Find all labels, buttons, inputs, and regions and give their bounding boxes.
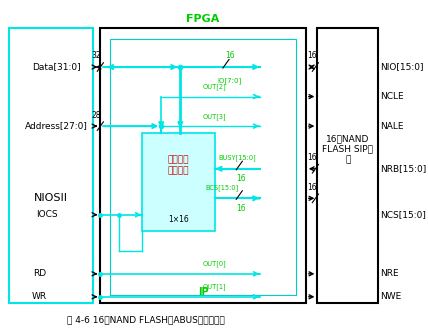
Text: IOCS: IOCS: [36, 210, 58, 219]
Text: BCS[15:0]: BCS[15:0]: [205, 184, 239, 191]
Text: 16: 16: [307, 154, 316, 163]
Text: NIO[15:0]: NIO[15:0]: [380, 63, 424, 71]
Text: 32: 32: [92, 51, 101, 60]
Text: NRE: NRE: [380, 269, 399, 278]
Text: RD: RD: [33, 269, 46, 278]
Text: Address[27:0]: Address[27:0]: [25, 121, 88, 131]
Text: 16: 16: [236, 174, 246, 183]
Text: 1×16: 1×16: [168, 215, 189, 224]
Text: OUT[1]: OUT[1]: [203, 284, 226, 290]
Text: 16: 16: [225, 51, 235, 60]
Text: NRB[15:0]: NRB[15:0]: [380, 164, 426, 173]
Text: 16: 16: [307, 51, 316, 60]
Text: OUT[2]: OUT[2]: [203, 83, 226, 90]
Text: NWE: NWE: [380, 292, 401, 301]
Text: NCS[15:0]: NCS[15:0]: [380, 210, 426, 219]
Text: IP: IP: [198, 287, 208, 297]
Text: 16位NAND
FLASH SIP模
块: 16位NAND FLASH SIP模 块: [322, 134, 373, 164]
Text: IO[7:0]: IO[7:0]: [218, 77, 242, 83]
Text: 片选和状
态寄存器: 片选和状 态寄存器: [168, 156, 189, 175]
Text: WR: WR: [32, 292, 47, 301]
Text: OUT[0]: OUT[0]: [203, 260, 226, 267]
Text: NIOSII: NIOSII: [34, 193, 68, 203]
Text: FPGA: FPGA: [187, 15, 220, 24]
Text: NCLE: NCLE: [380, 92, 404, 101]
Text: 图 4-6 16位NAND FLASH的ABUS接口设计图: 图 4-6 16位NAND FLASH的ABUS接口设计图: [67, 315, 225, 324]
Text: NALE: NALE: [380, 121, 404, 131]
Text: Data[31:0]: Data[31:0]: [32, 63, 81, 71]
Text: 16: 16: [236, 204, 246, 213]
Text: 16: 16: [307, 183, 316, 192]
Text: BUSY[15:0]: BUSY[15:0]: [219, 155, 256, 161]
Text: 28: 28: [92, 111, 101, 120]
Text: OUT[3]: OUT[3]: [203, 113, 226, 119]
